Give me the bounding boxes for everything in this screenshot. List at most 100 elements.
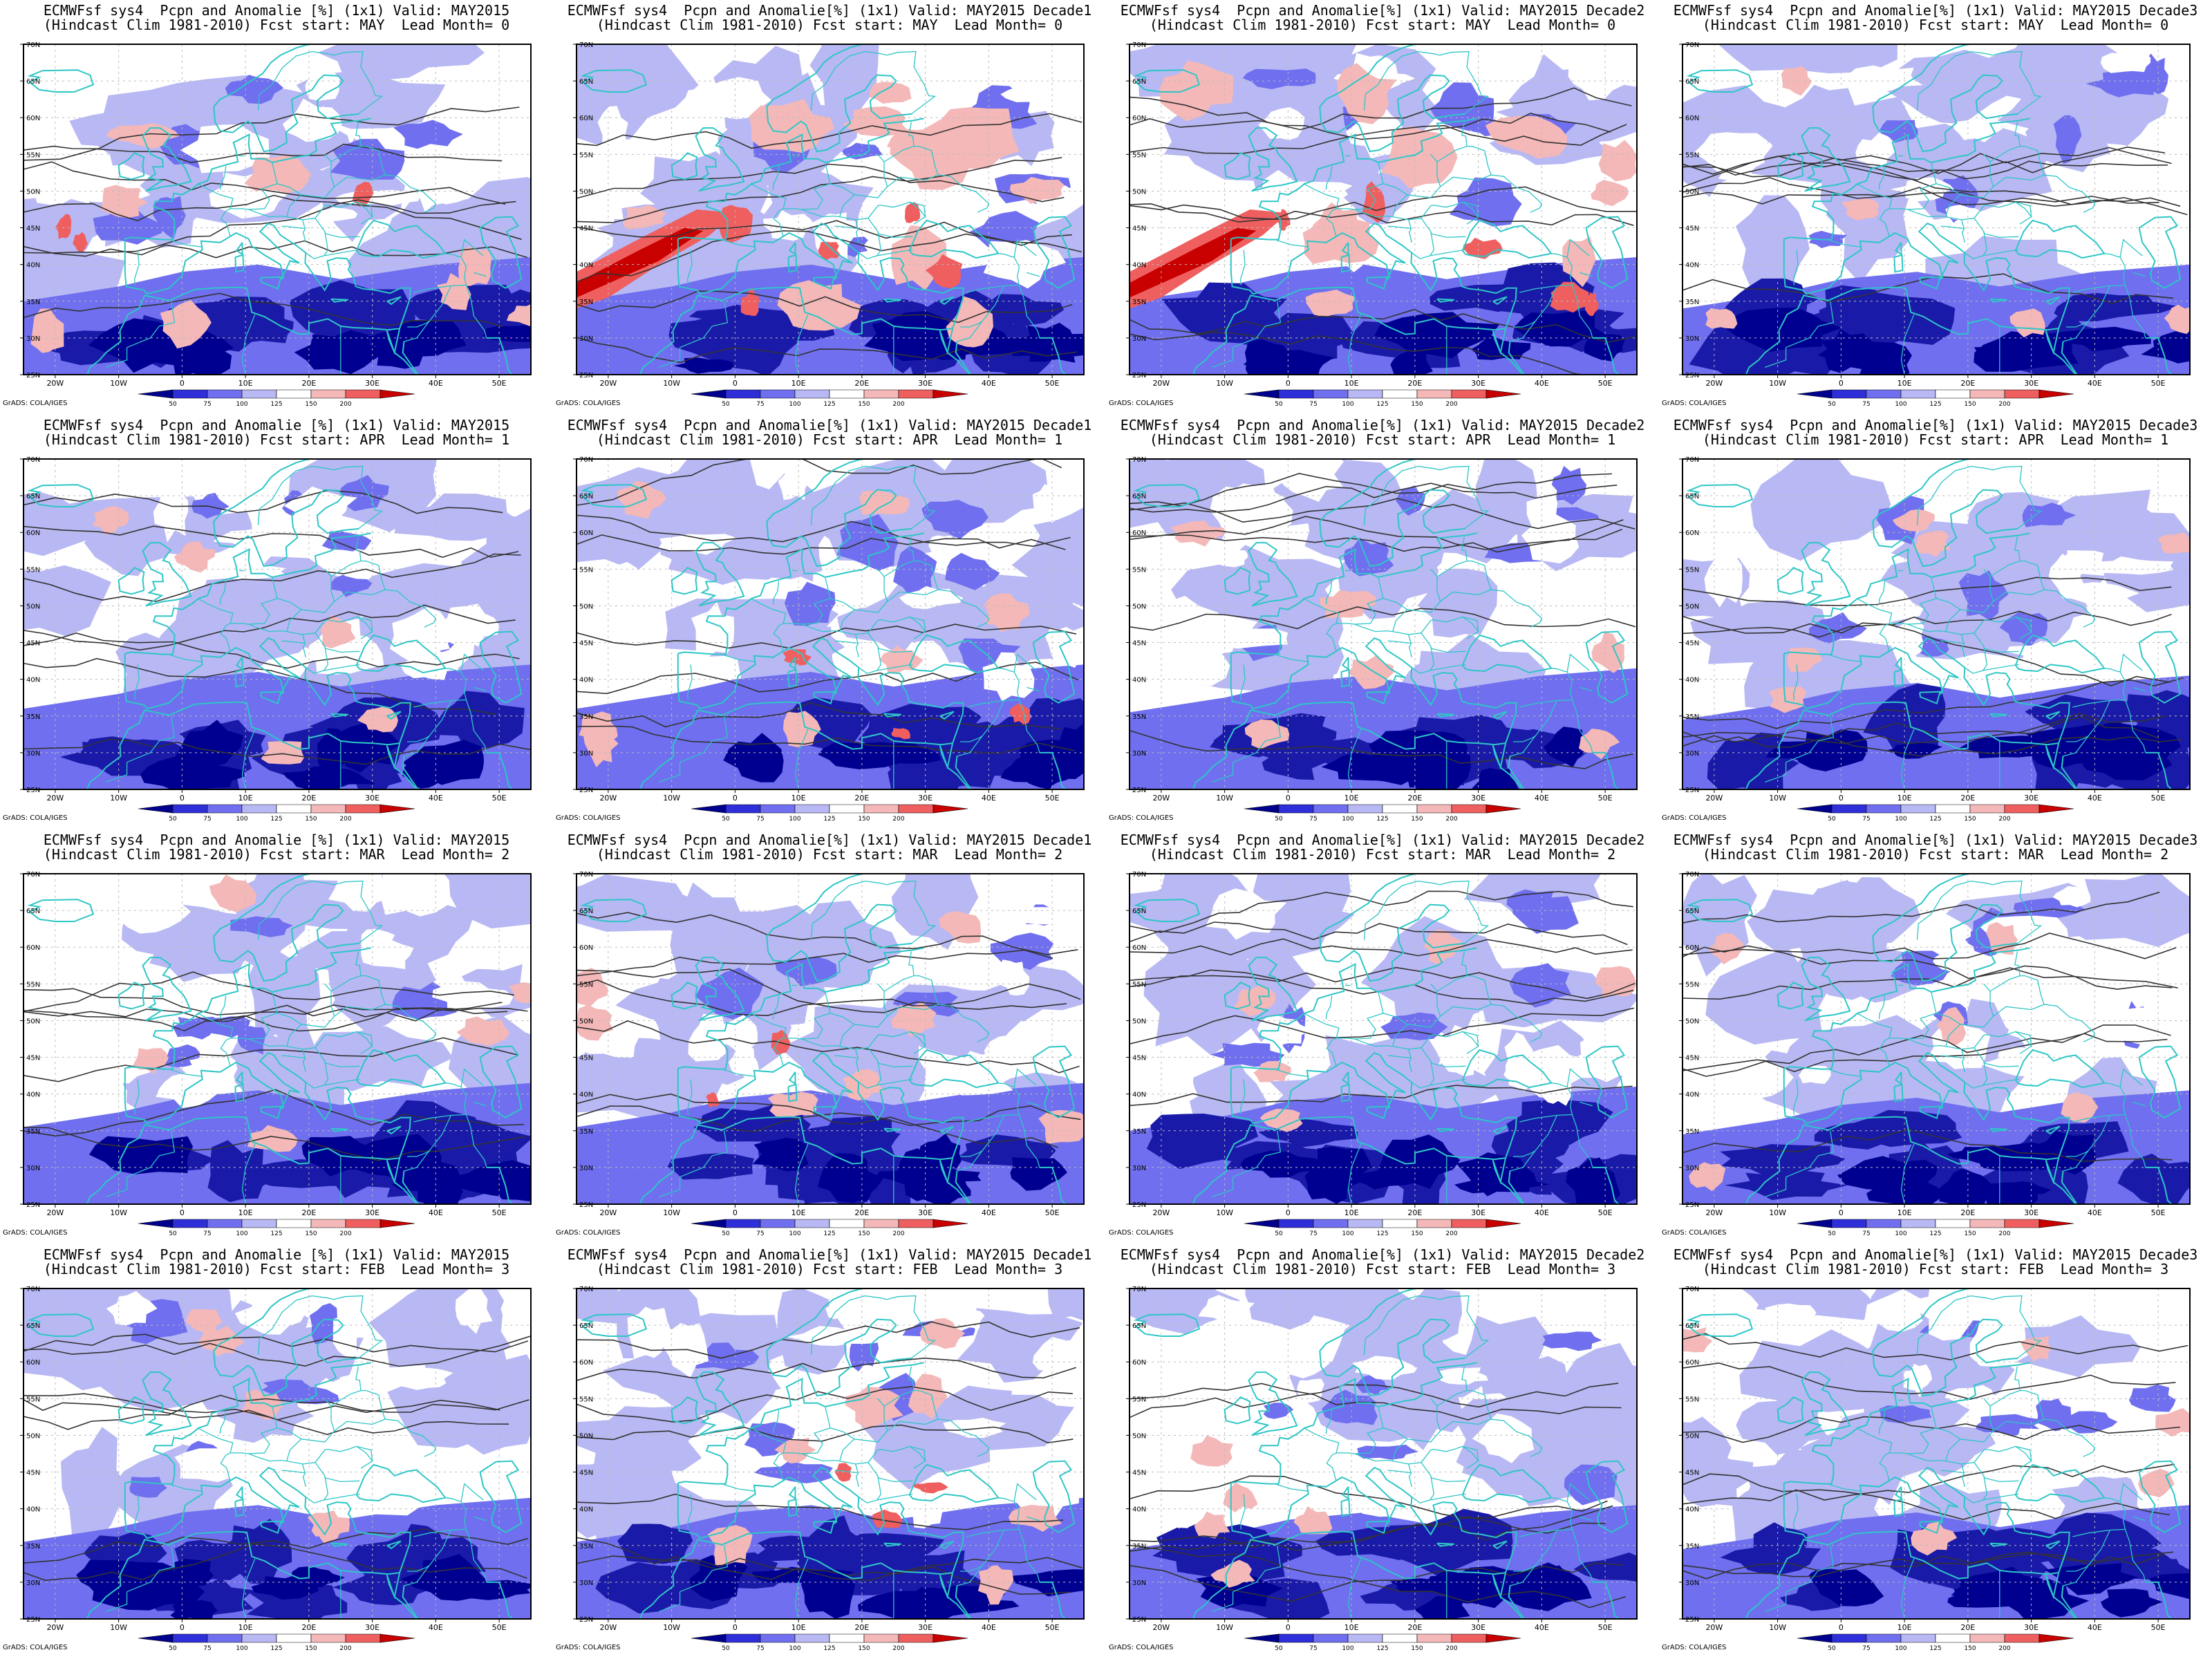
colorbar-tick-label: 100 xyxy=(1342,1645,1353,1652)
colorbar-tick-label: 50 xyxy=(169,1645,177,1652)
country-border xyxy=(679,715,729,763)
lat-tick-label: 35N xyxy=(1685,299,1699,306)
map-frame xyxy=(1682,44,2191,375)
country-border xyxy=(956,1150,983,1172)
anomaly-field xyxy=(1683,44,2190,375)
coastline xyxy=(142,542,192,607)
country-border xyxy=(1436,951,1468,992)
normal-area xyxy=(93,1040,151,1084)
colorbar-segment xyxy=(1347,1633,1383,1643)
country-border xyxy=(1436,1366,1468,1407)
colorbar-segment xyxy=(310,804,346,814)
lon-tick-label: 20E xyxy=(854,1623,869,1632)
map-panel: ECMWFsf sys4 Pcpn and Anomalie[%] (1x1) … xyxy=(553,0,1106,415)
lat-tick-label: 60N xyxy=(26,529,40,537)
colorbar-segment xyxy=(1900,1219,1936,1228)
country-border xyxy=(281,1470,306,1474)
colorbar-tick-label: 50 xyxy=(722,401,730,408)
lat-tick-label: 70N xyxy=(1685,1286,1699,1293)
lon-tick-label: 0 xyxy=(1839,1623,1844,1632)
coastline xyxy=(1893,254,1904,273)
country-border xyxy=(1566,653,1590,673)
country-border xyxy=(2124,1529,2146,1583)
colorbar-tick-label: 50 xyxy=(169,816,177,823)
country-border xyxy=(257,1295,312,1355)
country-border xyxy=(1940,225,1965,229)
lat-tick-label: 25N xyxy=(1685,787,1699,794)
country-border xyxy=(1519,671,1573,708)
country-border xyxy=(2072,1086,2126,1123)
country-border xyxy=(1566,238,1590,258)
coastline xyxy=(2014,1049,2106,1089)
colorbar-tick-label: 100 xyxy=(1342,816,1353,823)
lat-tick-label: 55N xyxy=(1132,566,1146,574)
country-border xyxy=(1232,301,1282,348)
colorbar-segment xyxy=(1900,389,1936,399)
colorbar-tick-label: 125 xyxy=(270,1645,282,1652)
lon-tick-label: 10E xyxy=(238,379,253,388)
colorbar-segment xyxy=(1900,804,1936,814)
wet-anomaly-area xyxy=(456,1016,510,1046)
country-border xyxy=(1325,581,1333,605)
dry-anomaly-area xyxy=(577,1406,707,1481)
coastline xyxy=(124,1362,371,1485)
wet-anomaly-area xyxy=(174,541,216,573)
colorbar-tick-label: 75 xyxy=(203,816,211,823)
lat-tick-label: 55N xyxy=(1132,151,1146,159)
wet-anomaly-area xyxy=(2061,1091,2099,1123)
contour-line xyxy=(24,194,522,241)
normal-area xyxy=(1032,484,1062,523)
country-border xyxy=(1440,1418,1543,1457)
country-border xyxy=(1418,465,1440,471)
dry-anomaly-area xyxy=(836,514,899,571)
country-border xyxy=(914,975,939,1005)
coastline xyxy=(1133,1313,1201,1337)
coastline xyxy=(1777,1396,1804,1425)
country-border xyxy=(1945,1448,1987,1465)
coastline xyxy=(1920,489,2018,568)
dry-anomaly-area xyxy=(872,742,941,764)
country-border xyxy=(1509,321,1536,342)
lat-tick-label: 40N xyxy=(579,1506,593,1514)
normal-area xyxy=(2048,553,2086,599)
coastline xyxy=(142,127,192,192)
lon-tick-label: 20E xyxy=(301,1623,316,1632)
lat-tick-label: 45N xyxy=(26,640,40,648)
coastline xyxy=(787,254,798,273)
coastline xyxy=(1783,1052,2070,1159)
country-border xyxy=(1907,983,1994,1047)
coastline xyxy=(1366,1520,1388,1535)
country-border xyxy=(877,1078,913,1086)
country-border xyxy=(659,1177,681,1198)
dry-anomaly-area xyxy=(429,691,525,751)
coastline xyxy=(234,668,245,688)
coastline xyxy=(788,657,796,671)
dry-anomaly-area xyxy=(1514,310,1611,347)
coastline xyxy=(402,341,419,375)
contour-line xyxy=(24,1007,508,1032)
coastline xyxy=(27,899,95,922)
coastline xyxy=(1783,118,2030,241)
wet-anomaly-area xyxy=(1579,729,1620,760)
country-border xyxy=(219,995,227,1020)
country-border xyxy=(723,654,755,662)
country-border xyxy=(886,465,937,529)
contour-line xyxy=(1130,204,1634,226)
contour-line xyxy=(1683,1473,2170,1521)
lon-tick-label: 10E xyxy=(791,379,806,388)
normal-area xyxy=(1134,596,1219,650)
coastline xyxy=(788,1486,796,1500)
coastline xyxy=(386,328,418,375)
country-border xyxy=(1467,560,1492,590)
coastline xyxy=(908,1049,1000,1089)
country-border xyxy=(1013,1483,1037,1502)
contour-line xyxy=(1683,1024,2171,1071)
colorbar-segment xyxy=(725,1633,761,1643)
contour-line xyxy=(24,988,528,1015)
country-border xyxy=(133,250,140,285)
country-border xyxy=(1551,668,1568,673)
colorbar-tick-label: 125 xyxy=(823,816,835,823)
country-border xyxy=(1354,568,1441,632)
dry-anomaly-area xyxy=(1736,1400,1829,1455)
